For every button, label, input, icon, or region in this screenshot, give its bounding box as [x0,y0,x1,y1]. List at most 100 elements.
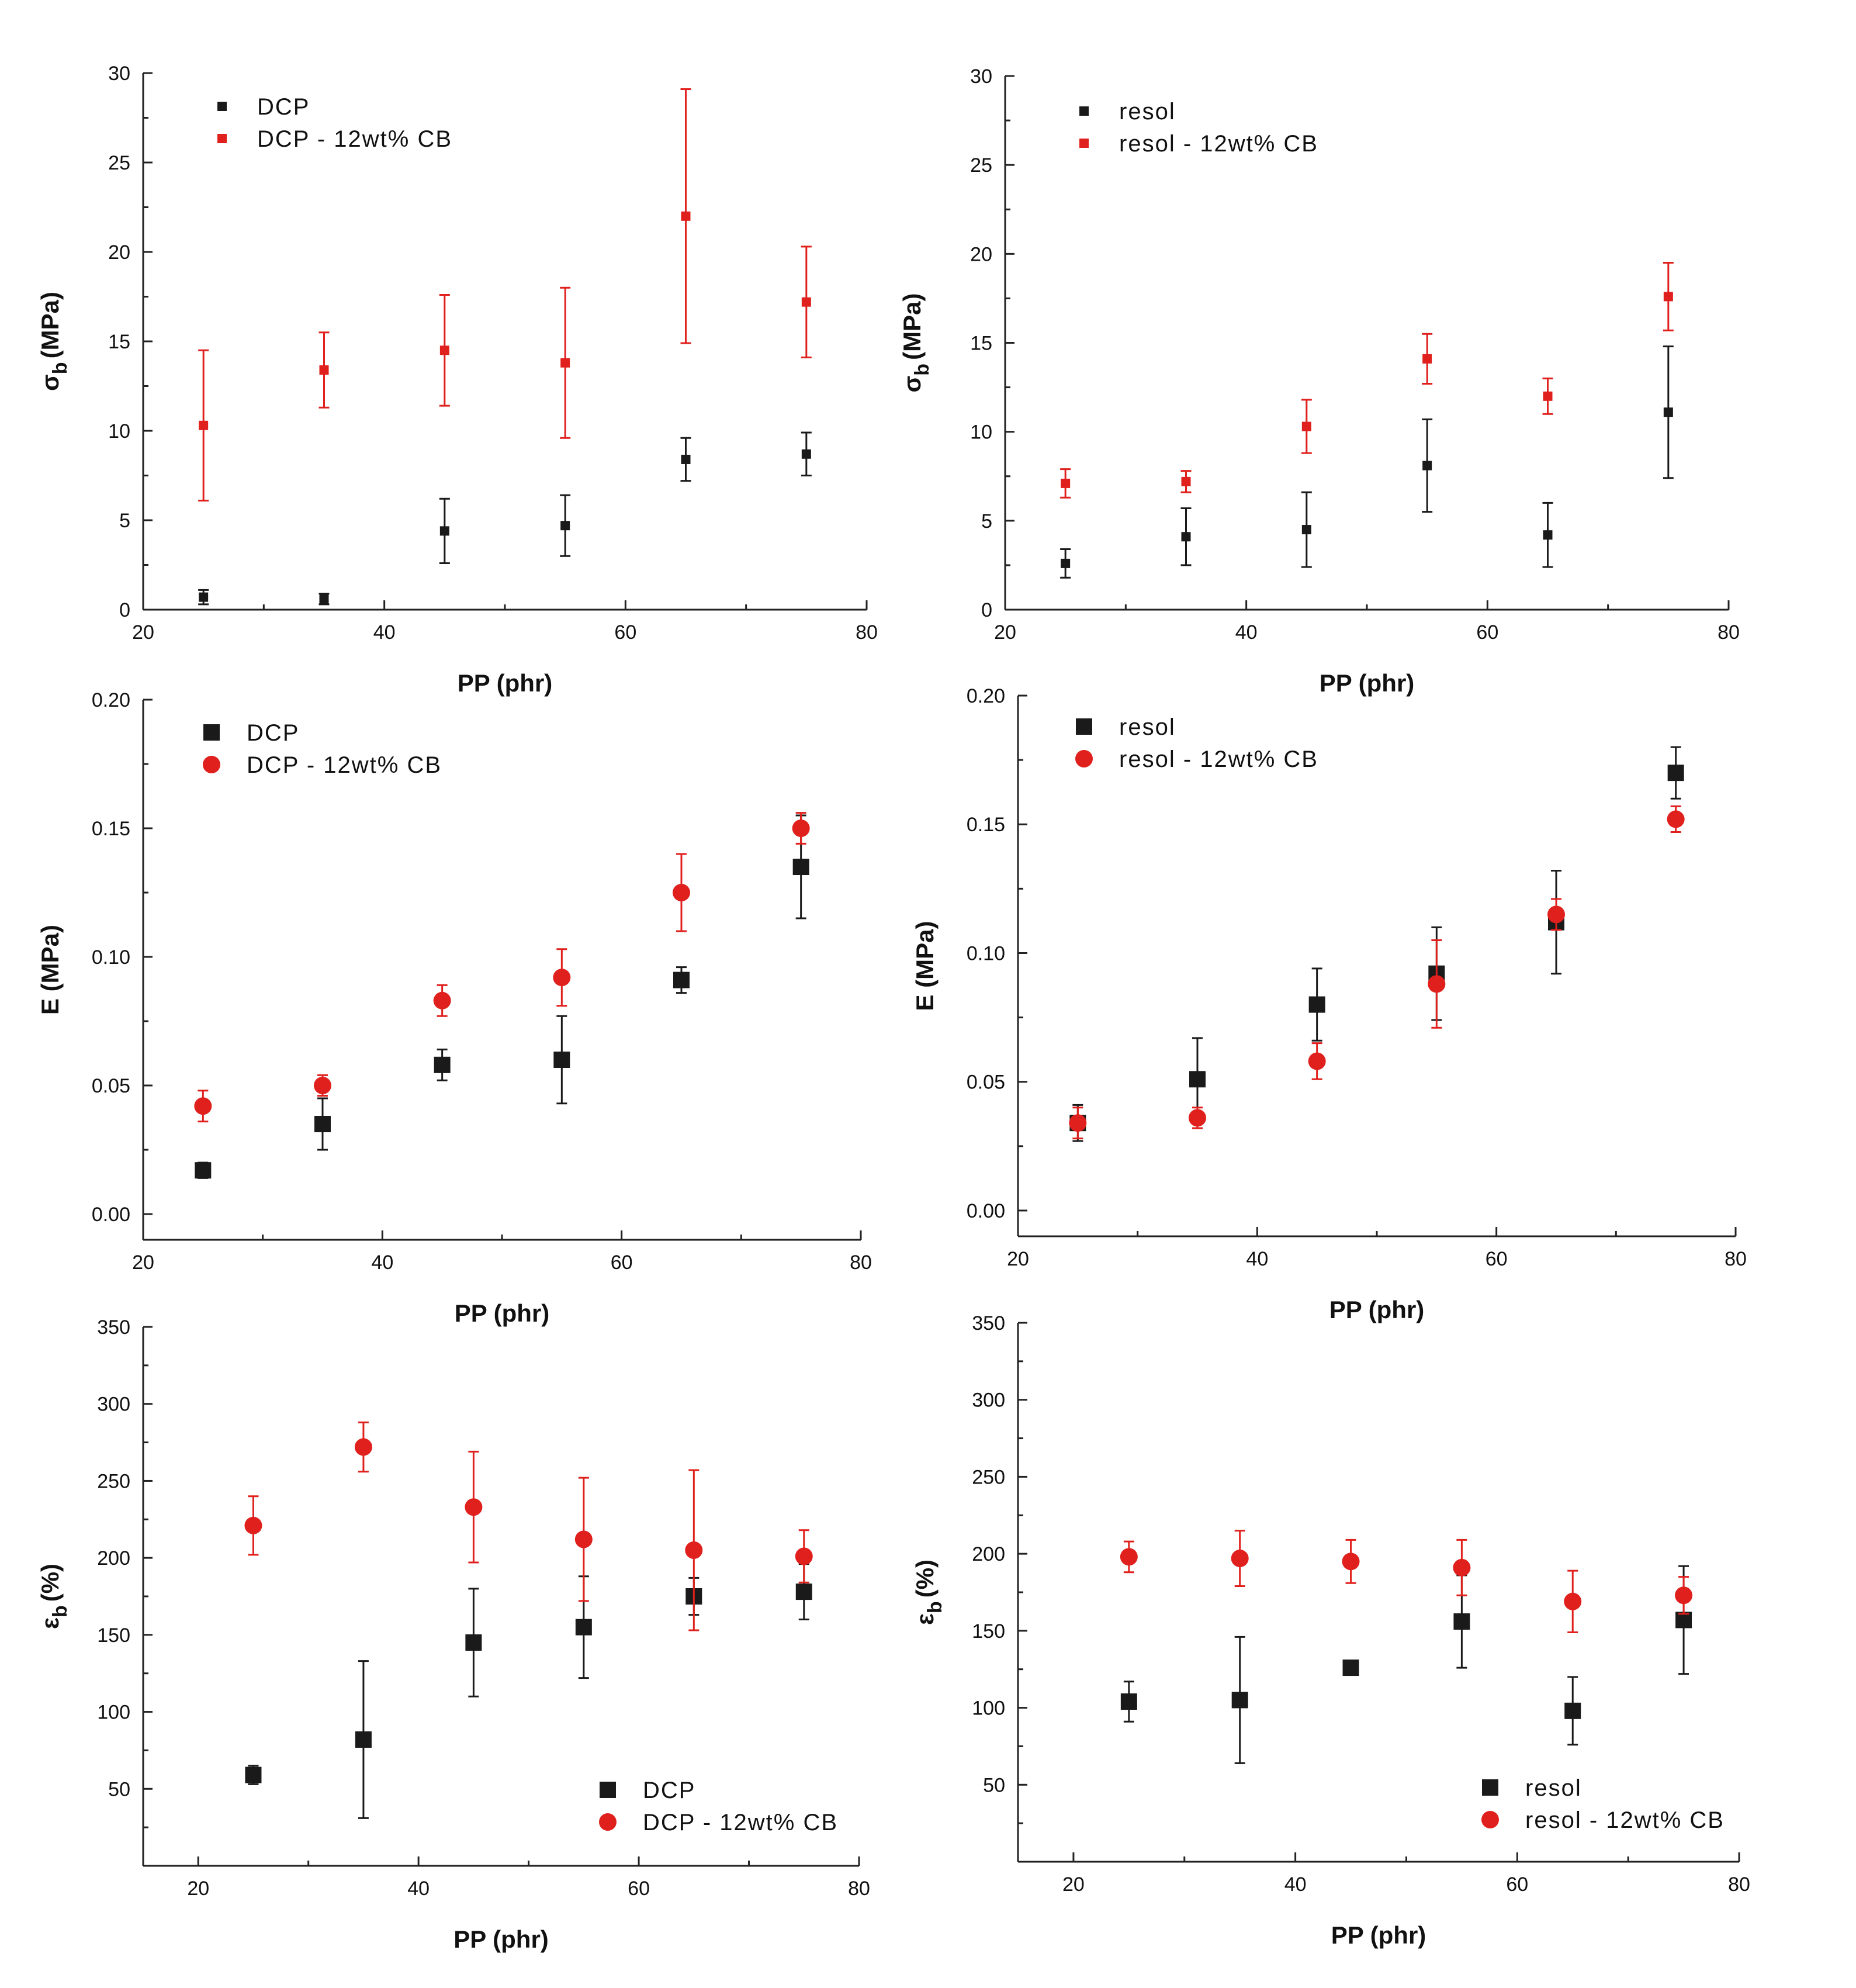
data-point [1667,765,1684,782]
data-point [801,449,811,459]
y-tick-label: 250 [972,1466,1005,1488]
y-tick-label: 15 [108,331,130,353]
data-point [1301,421,1311,431]
data-point [1675,1586,1693,1605]
legend-marker [1076,718,1092,735]
data-point [801,297,811,307]
data-point [1231,1692,1248,1709]
data-point [195,1162,212,1179]
data-point [1453,1558,1471,1576]
data-point [433,991,451,1009]
x-tick-label: 20 [132,1251,154,1274]
data-point [795,1547,813,1565]
legend-label: DCP [643,1778,695,1803]
legend-label: DCP - 12wt% CB [257,126,452,152]
y-tick-label: 30 [970,65,992,88]
data-point [685,1541,703,1559]
panel-top-left: 20 40 60 80 0 5 10 15 20 25 30 PP (phr) σb (MPa) DCP DC… [36,63,878,697]
data-point [1120,1548,1138,1566]
y-axis-title-unit: (MPa) [898,293,926,360]
data-point [465,1498,483,1516]
legend-marker [1075,750,1093,767]
y-axis-title-unit: (%) [36,1564,64,1602]
legend-marker [217,134,227,143]
y-tick-label: 200 [97,1547,130,1569]
data-point [673,884,690,901]
y-tick-label: 20 [970,243,992,265]
x-tick-label: 20 [994,621,1016,644]
x-tick-label: 20 [132,621,154,644]
y-tick-label: 25 [970,154,992,177]
x-tick-label: 40 [1246,1248,1268,1270]
x-axis-title: PP (phr) [453,1925,549,1953]
y-tick-label: 20 [108,241,130,264]
y-axis-title-main: E (MPa) [36,925,64,1015]
data-point [553,1052,570,1068]
y-tick-label: 300 [972,1389,1005,1412]
x-tick-label: 80 [1718,621,1740,644]
series-red [244,1421,813,1631]
x-tick-label: 80 [856,621,878,644]
x-axis-title: PP (phr) [1331,1921,1426,1949]
legend-label: resol - 12wt% CB [1119,746,1318,772]
y-axis-title-sub: b [911,364,933,376]
legend-marker [1481,1811,1499,1828]
x-axis-title: PP (phr) [455,1299,550,1327]
data-point [1453,1613,1470,1630]
legend-label: DCP - 12wt% CB [643,1810,838,1835]
data-point [1189,1071,1206,1088]
data-point [1342,1659,1359,1676]
y-tick-label: 150 [97,1624,130,1647]
data-point [792,859,809,875]
legend-marker [1482,1779,1498,1796]
data-point [1181,532,1191,542]
data-point [1301,525,1311,535]
data-point [199,592,209,602]
y-tick-label: 0.05 [967,1071,1005,1094]
data-point [1342,1553,1360,1571]
data-point [795,1584,812,1600]
y-tick-label: 30 [108,63,130,85]
series-black [198,431,812,606]
data-point [1308,996,1325,1013]
legend-label: resol - 12wt% CB [1119,131,1318,157]
data-point [1663,407,1673,417]
x-tick-label: 60 [611,1251,633,1274]
x-tick-label: 40 [371,1251,393,1274]
data-point [574,1530,593,1548]
data-point [1667,810,1685,828]
data-point [681,454,691,464]
data-point [575,1619,592,1636]
y-tick-label: 50 [983,1774,1005,1796]
series-red [194,812,810,1123]
data-point [434,1056,451,1073]
data-point [319,365,329,375]
y-tick-label: 10 [108,420,130,442]
data-point [199,420,209,430]
y-tick-label: 300 [97,1394,130,1416]
data-point [1231,1550,1249,1568]
y-axis-title: E (MPa) [911,921,939,1011]
y-tick-label: 0.00 [92,1204,130,1226]
y-tick-label: 0.15 [967,814,1005,836]
y-axis-title-unit: (%) [911,1560,939,1598]
x-axis-title: PP (phr) [1320,669,1415,697]
data-point [1061,478,1071,488]
data-point [439,526,449,536]
y-axis-title: σb (MPa) [898,293,933,393]
data-point [1543,391,1553,401]
data-point [560,358,570,368]
y-tick-label: 150 [972,1620,1005,1643]
y-tick-label: 15 [970,333,992,355]
data-point [1189,1109,1206,1127]
data-point [1181,476,1191,486]
data-point [681,211,691,221]
legend-marker [599,1813,617,1831]
y-axis-title: εb (%) [911,1560,946,1625]
data-point [245,1766,262,1783]
y-tick-label: 0.20 [967,685,1005,707]
y-tick-label: 250 [97,1470,130,1492]
x-tick-label: 80 [1728,1873,1750,1896]
x-tick-label: 20 [1007,1248,1029,1270]
data-point [244,1516,262,1534]
